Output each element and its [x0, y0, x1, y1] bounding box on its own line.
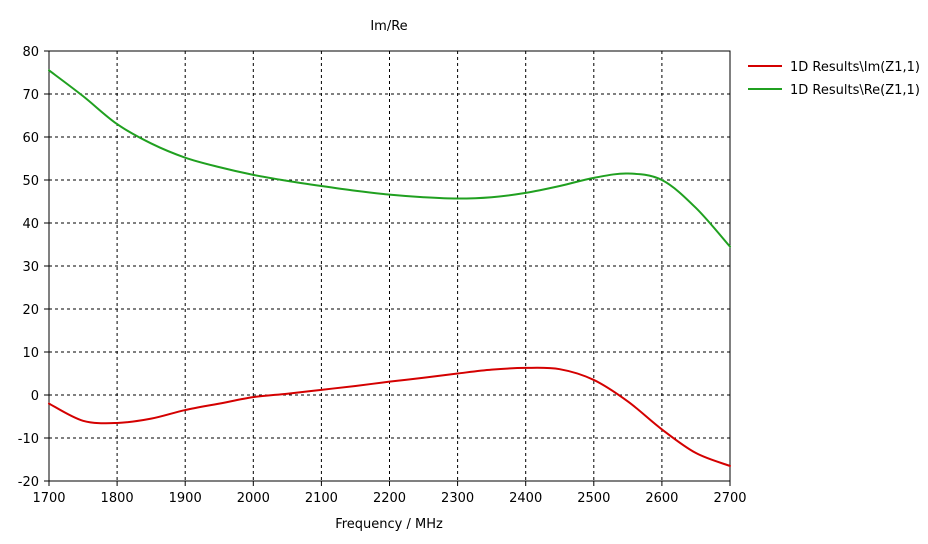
- y-tick-label: 80: [22, 45, 39, 60]
- y-tick-label: 20: [22, 303, 39, 318]
- x-tick-label: 1900: [169, 491, 202, 506]
- series-line-re: [48, 69, 731, 248]
- chart-title: Im/Re: [370, 19, 407, 34]
- y-tick-label: -10: [18, 432, 39, 447]
- x-tick-label: 2300: [441, 491, 474, 506]
- y-tick-label: 60: [22, 131, 39, 146]
- legend-entry: 1D Results\Im(Z1,1): [790, 60, 920, 75]
- x-tick-label: 2000: [237, 491, 270, 506]
- x-tick-label: 2400: [509, 491, 542, 506]
- x-axis-label: Frequency / MHz: [335, 517, 443, 532]
- x-tick-label: 2100: [305, 491, 338, 506]
- y-tick-label: 0: [31, 389, 39, 404]
- grid: [49, 51, 730, 481]
- x-tick-label: 2700: [713, 491, 746, 506]
- y-tick-label: 70: [22, 88, 39, 103]
- x-tick-label: 2500: [577, 491, 610, 506]
- legend: 1D Results\Im(Z1,1) 1D Results\Re(Z1,1): [748, 60, 920, 98]
- y-tick-label: 10: [22, 346, 39, 361]
- x-tick-label: 1700: [32, 491, 65, 506]
- y-tick-label: 30: [22, 260, 39, 275]
- x-tick-label: 2200: [373, 491, 406, 506]
- x-tick-label: 2600: [645, 491, 678, 506]
- y-tick-label: -20: [18, 475, 39, 490]
- legend-entry: 1D Results\Re(Z1,1): [790, 83, 920, 98]
- y-tick-label: 50: [22, 174, 39, 189]
- series-line-im: [48, 366, 731, 467]
- y-tick-label: 40: [22, 217, 39, 232]
- axes: 1700 1800 1900 2000 2100 2200 2300 2400 2500 2600…: [18, 45, 747, 506]
- series-layer: [48, 69, 731, 467]
- x-tick-label: 1800: [101, 491, 134, 506]
